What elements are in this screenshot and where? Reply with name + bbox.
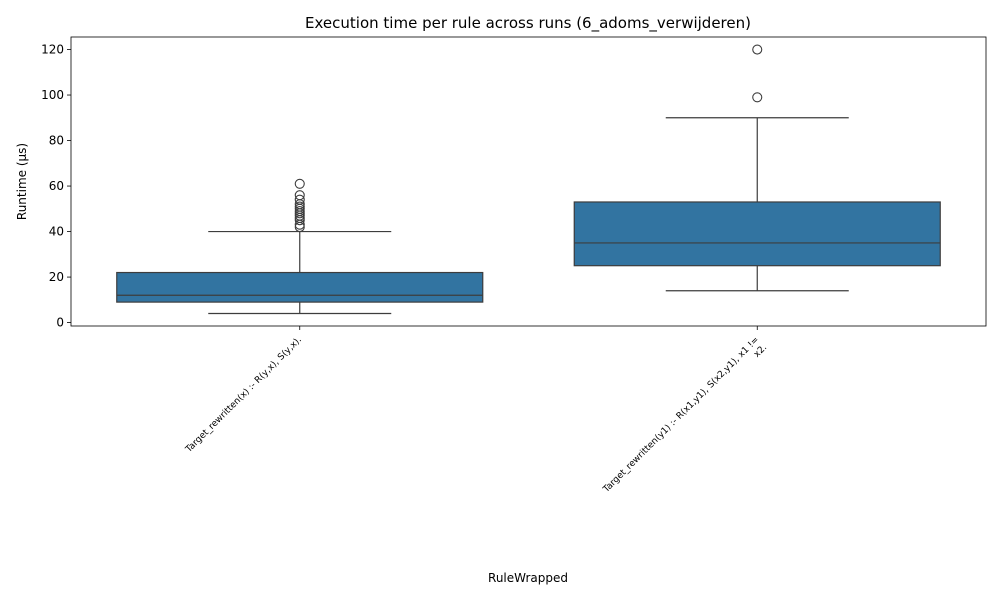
y-axis-label: Runtime (µs) bbox=[15, 143, 29, 220]
y-tick-label: 60 bbox=[49, 179, 64, 193]
chart-title: Execution time per rule across runs (6_a… bbox=[305, 14, 751, 33]
y-tick-label: 100 bbox=[41, 88, 64, 102]
outlier-point bbox=[294, 190, 305, 201]
outlier-point bbox=[752, 44, 763, 55]
iqr-box bbox=[573, 201, 941, 267]
x-axis-label: RuleWrapped bbox=[488, 571, 568, 585]
y-tick-label: 0 bbox=[56, 316, 64, 330]
x-tick-label: Target_rewritten(x) :- R(y,x), S(y,x). bbox=[184, 335, 304, 455]
iqr-box bbox=[116, 271, 484, 303]
x-tick-label: Target_rewritten(y1) :- R(x1,y1), S(x2,y… bbox=[601, 335, 769, 503]
box-group bbox=[116, 178, 484, 315]
boxes-group bbox=[116, 44, 941, 315]
outlier-point bbox=[294, 178, 305, 189]
y-tick-label: 20 bbox=[49, 270, 64, 284]
y-tick-label: 80 bbox=[49, 134, 64, 148]
outlier-point bbox=[752, 92, 763, 103]
y-tick-label: 40 bbox=[49, 225, 64, 239]
box-group bbox=[573, 44, 941, 292]
plot-area-frame bbox=[70, 36, 987, 327]
x-axis: Target_rewritten(x) :- R(y,x), S(y,x). Ta… bbox=[184, 326, 769, 503]
y-axis: 0 20 40 60 80 100 120 bbox=[41, 43, 71, 330]
y-tick-label: 120 bbox=[41, 43, 64, 57]
outlier-point bbox=[294, 194, 305, 205]
